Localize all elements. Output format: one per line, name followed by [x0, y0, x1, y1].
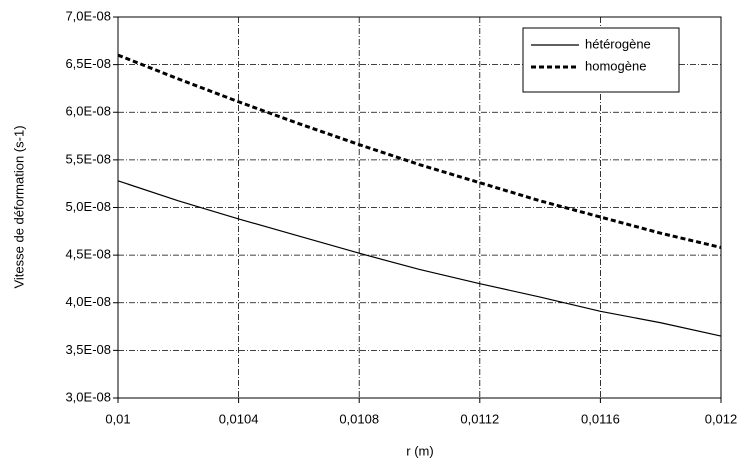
x-tick-label: 0,0112 [460, 411, 499, 426]
x-axis-label: r (m) [406, 443, 433, 458]
x-tick-label: 0,01 [105, 411, 130, 426]
series-line [117, 53, 722, 249]
y-tick-label: 4,5E-08 [65, 247, 111, 262]
y-tick-label: 4,0E-08 [65, 294, 111, 309]
x-tick-label: 0,0104 [219, 411, 259, 426]
series-line [117, 180, 722, 337]
x-tick-label: 0,0108 [339, 411, 379, 426]
y-tick-label: 3,5E-08 [65, 342, 111, 357]
legend-label: hétérogène [585, 36, 651, 51]
y-tick-label: 7,0E-08 [65, 8, 111, 23]
legend-label: homogène [585, 58, 646, 73]
x-tick-label: 0,012 [705, 411, 738, 426]
y-tick-label: 3,0E-08 [65, 389, 111, 404]
x-tick-label: 0,0116 [581, 411, 620, 426]
y-tick-label: 6,0E-08 [65, 104, 111, 119]
y-tick-label: 5,5E-08 [65, 151, 111, 166]
plot-border [117, 16, 722, 399]
legend-box [522, 27, 680, 93]
y-axis-label: Vitesse de déformation (s-1) [11, 125, 26, 288]
y-tick-label: 5,0E-08 [65, 199, 111, 214]
y-tick-label: 6,5E-08 [65, 56, 111, 71]
